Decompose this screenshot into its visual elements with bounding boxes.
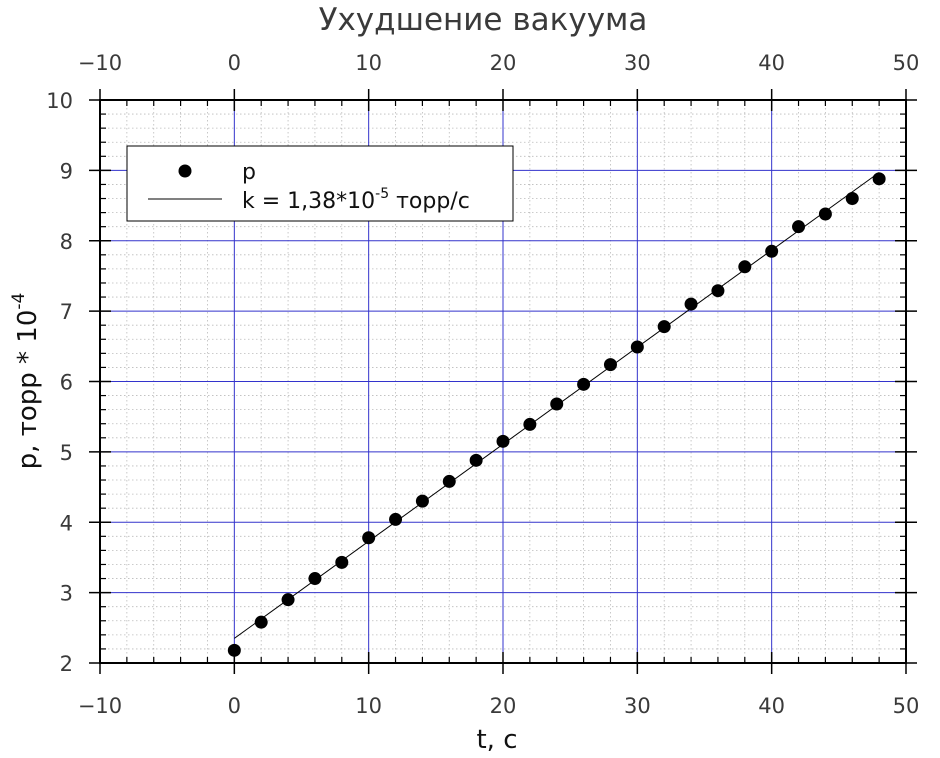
data-point (577, 377, 591, 391)
data-point (550, 397, 564, 411)
y-tick-label: 9 (60, 159, 73, 183)
y-axis-title-exp: -4 (9, 293, 29, 310)
legend-label-k: k = 1,38*10-5 торр/с (242, 186, 470, 214)
x-tick-label-top: 50 (893, 51, 920, 75)
data-point (523, 417, 537, 431)
x-tick-label-top: 20 (490, 51, 517, 75)
y-tick-label: 10 (46, 89, 73, 113)
data-point (469, 453, 483, 467)
data-point (657, 320, 671, 334)
y-tick-label: 6 (60, 371, 73, 395)
x-tick-label-top: 40 (758, 51, 785, 75)
legend-label-k-tail: торр/с (389, 189, 470, 214)
x-tick-label: −10 (78, 694, 122, 718)
data-point (415, 494, 429, 508)
data-point (872, 172, 886, 186)
data-point (630, 340, 644, 354)
x-tick-label: 40 (758, 694, 785, 718)
x-tick-label-top: −10 (78, 51, 122, 75)
y-tick-label: 4 (60, 511, 73, 535)
data-point (603, 358, 617, 372)
data-point (765, 244, 779, 258)
data-point (335, 555, 349, 569)
data-point (738, 260, 752, 274)
legend-box (126, 145, 514, 222)
x-tick-label: 0 (228, 694, 241, 718)
y-tick-label: 8 (60, 230, 73, 254)
x-tick-label: 30 (624, 694, 651, 718)
data-point (308, 572, 322, 586)
data-point (281, 593, 295, 607)
x-tick-labels-bottom: −10 0 10 20 30 40 50 (78, 694, 920, 718)
chart-title: Ухудшение вакуума (319, 2, 648, 38)
x-tick-label: 50 (893, 694, 920, 718)
x-tick-label: 10 (355, 694, 382, 718)
legend-label-k-exp: -5 (375, 186, 389, 202)
legend-label-p: p (242, 160, 256, 185)
data-point (227, 643, 241, 657)
x-tick-label-top: 30 (624, 51, 651, 75)
data-point (684, 297, 698, 311)
data-point (818, 207, 832, 221)
x-tick-labels-top: −10 0 10 20 30 40 50 (78, 51, 920, 75)
data-point (845, 192, 859, 206)
data-point (442, 474, 456, 488)
data-point (496, 434, 510, 448)
data-point (792, 220, 806, 234)
legend-point-marker (178, 164, 192, 178)
legend-label-k-main: k = 1,38*10 (242, 189, 375, 214)
y-tick-label: 2 (60, 652, 73, 676)
x-tick-label-top: 0 (228, 51, 241, 75)
data-point (389, 512, 403, 526)
x-tick-label: 20 (490, 694, 517, 718)
y-axis-title: p, торр * 10-4 (9, 293, 43, 470)
data-point (711, 284, 725, 298)
data-point (362, 531, 376, 545)
y-axis-title-main: p, торр * 10 (13, 310, 43, 470)
x-axis-title: t, c (476, 725, 517, 755)
x-tick-label-top: 10 (355, 51, 382, 75)
data-points (227, 172, 886, 657)
y-tick-label: 3 (60, 582, 73, 606)
y-tick-label: 5 (60, 441, 73, 465)
data-point (254, 615, 268, 629)
legend: p k = 1,38*10-5 торр/с (126, 145, 514, 222)
y-tick-labels: 2 3 4 5 6 7 8 9 10 (46, 89, 73, 676)
y-tick-label: 7 (60, 300, 73, 324)
